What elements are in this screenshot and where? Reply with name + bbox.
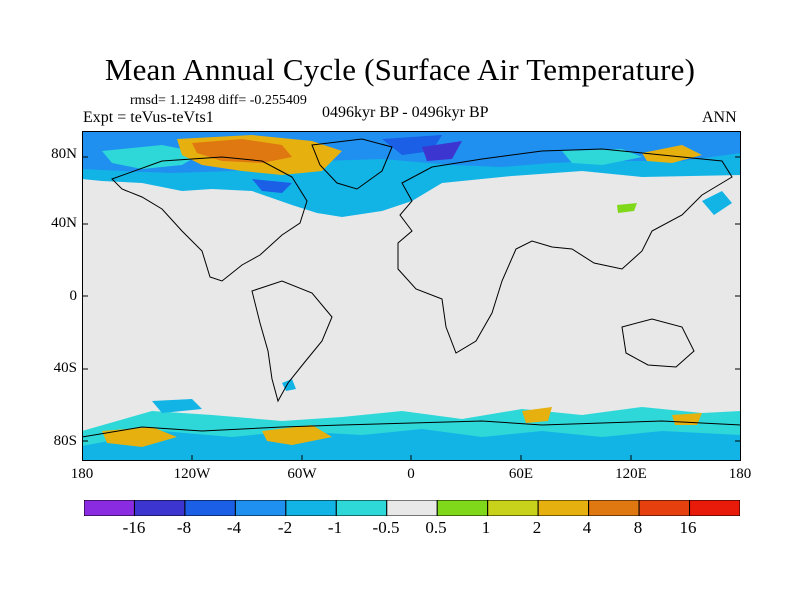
lon-label-180e: 180 xyxy=(728,466,752,482)
colorbar-label: -0.5 xyxy=(372,518,400,537)
colorbar-swatch xyxy=(335,500,388,516)
colorbar xyxy=(84,500,740,516)
period-label: 0496kyr BP - 0496kyr BP xyxy=(322,104,489,121)
lon-label-120w: 120W xyxy=(173,466,211,482)
colorbar-label: 16 xyxy=(679,518,697,537)
lat-label-80s: 80S xyxy=(53,433,77,449)
colorbar-swatch xyxy=(84,500,135,516)
lat-label-0: 0 xyxy=(69,288,78,304)
colorbar-swatch xyxy=(285,500,337,516)
lon-label-180w: 180 xyxy=(70,466,94,482)
lat-label-40n: 40N xyxy=(51,215,77,231)
colorbar-swatch xyxy=(436,500,489,516)
colorbar-swatch xyxy=(638,500,691,516)
colorbar-swatch xyxy=(588,500,640,516)
colorbar-label: -16 xyxy=(122,518,146,537)
lon-label-0: 0 xyxy=(407,466,415,482)
colorbar-label: 8 xyxy=(633,518,643,537)
colorbar-swatch xyxy=(184,500,236,516)
temperature-map xyxy=(82,131,741,461)
colorbar-label: 4 xyxy=(582,518,592,537)
lat-label-40s: 40S xyxy=(53,360,77,376)
colorbar-label: 0.5 xyxy=(425,518,447,537)
map-ticks xyxy=(82,156,741,461)
season-label: ANN xyxy=(702,109,737,126)
coastlines xyxy=(82,138,741,438)
lon-label-120e: 120E xyxy=(615,466,647,482)
colorbar-label: 2 xyxy=(532,518,542,537)
colorbar-label: -1 xyxy=(327,518,343,537)
colorbar-label: -2 xyxy=(277,518,293,537)
colorbar-swatch xyxy=(537,500,590,516)
colorbar-swatch xyxy=(133,500,186,516)
colorbar-label: -4 xyxy=(226,518,242,537)
colorbar-swatch xyxy=(386,500,438,516)
antarctic-anomaly-field xyxy=(82,379,741,461)
plot-title: Mean Annual Cycle (Surface Air Temperatu… xyxy=(104,52,696,87)
lon-label-60e: 60E xyxy=(508,466,534,482)
colorbar-swatch xyxy=(234,500,287,516)
colorbar-label: 1 xyxy=(481,518,491,537)
stats-text: rmsd= 1.12498 diff= -0.255409 xyxy=(130,93,307,108)
colorbar-swatch xyxy=(689,500,740,516)
colorbar-swatch xyxy=(487,500,539,516)
experiment-label: Expt = teVus-teVts1 xyxy=(83,109,214,126)
colorbar-label: -8 xyxy=(176,518,192,537)
lon-label-60w: 60W xyxy=(287,466,317,482)
lat-label-80n: 80N xyxy=(51,146,77,162)
